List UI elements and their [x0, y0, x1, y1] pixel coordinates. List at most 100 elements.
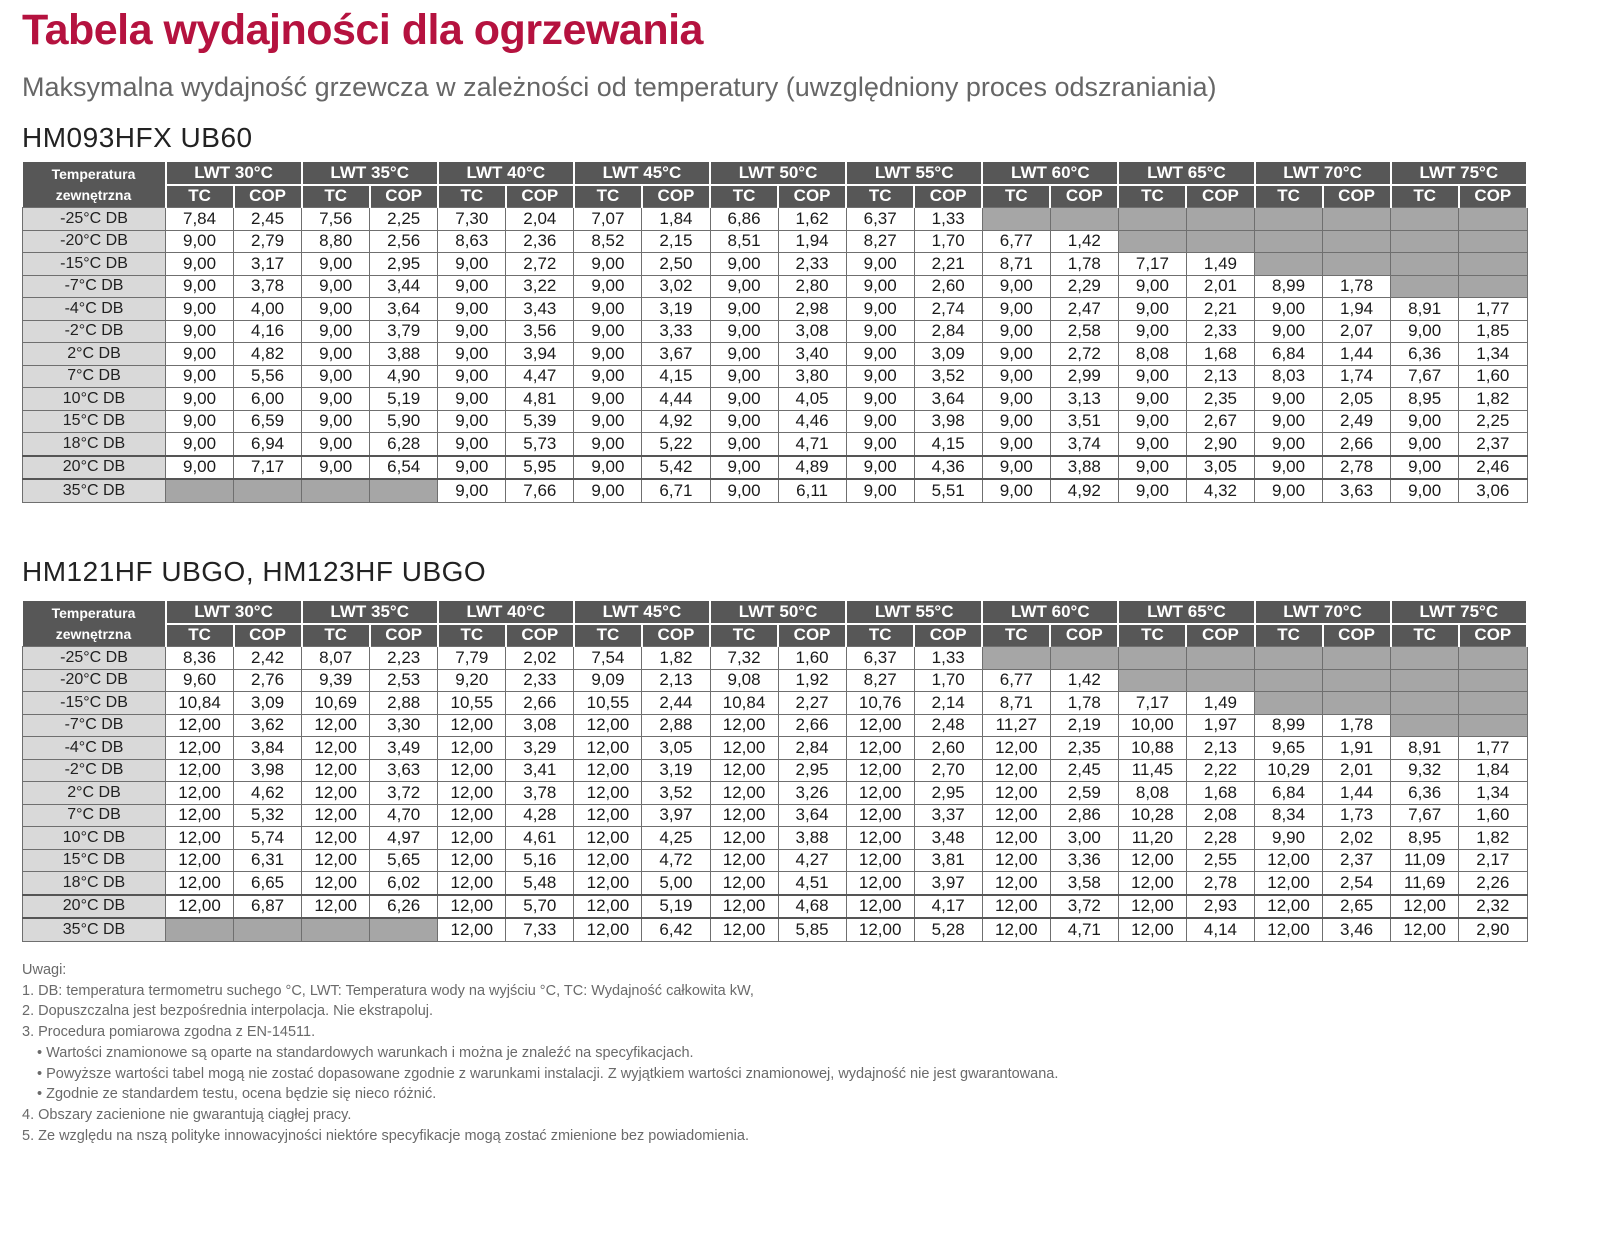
- cell-cop: 3,98: [913, 409, 983, 433]
- cell-tc: 9,00: [573, 409, 643, 433]
- cell-cop: 3,58: [1049, 871, 1119, 895]
- header-outdoor-temp: Temperatura zewnętrzna: [22, 601, 167, 647]
- cell-cop: 2,44: [641, 691, 711, 715]
- header-cop: COP: [1186, 183, 1256, 208]
- cell-unavailable: [1049, 646, 1119, 670]
- cell-cop: 2,99: [1049, 364, 1119, 388]
- cell-tc: 12,00: [573, 758, 643, 782]
- cell-cop: 4,92: [641, 409, 711, 433]
- cell-cop: 3,06: [1458, 478, 1528, 503]
- cell-cop: 2,27: [777, 691, 847, 715]
- cell-tc: 9,00: [1253, 432, 1324, 456]
- cell-unavailable: [1253, 646, 1324, 670]
- cell-cop: 6,26: [369, 893, 439, 919]
- cell-cop: 3,56: [505, 319, 575, 343]
- cell-cop: 4,51: [777, 871, 847, 895]
- cell-tc: 9,00: [437, 319, 507, 343]
- cell-cop: 3,43: [505, 297, 575, 321]
- header-lwt: LWT 75°C: [1390, 601, 1529, 624]
- cell-cop: 3,78: [233, 274, 303, 298]
- cell-tc: 11,20: [1117, 826, 1187, 850]
- cell-cop: 5,73: [505, 432, 575, 456]
- cell-tc: 9,00: [1390, 409, 1460, 433]
- cell-tc: 9,00: [573, 297, 643, 321]
- header-cop: COP: [1050, 183, 1120, 208]
- cell-unavailable: [1390, 713, 1460, 737]
- header-cop: COP: [1322, 183, 1392, 208]
- table-body: -25°C DB 8,36 2,42 8,07 2,23 7,79 2,02 7,54 1,82…: [22, 646, 1528, 942]
- cell-cop: 3,33: [641, 319, 711, 343]
- header-tc: TC: [710, 622, 780, 647]
- cell-cop: 1,44: [1322, 781, 1392, 805]
- cell-cop: 2,50: [641, 252, 711, 276]
- cell-unavailable: [1253, 207, 1324, 231]
- cell-cop: 1,70: [913, 229, 983, 253]
- cell-cop: 2,72: [1049, 342, 1119, 366]
- cell-tc: 12,00: [164, 781, 235, 805]
- cell-tc: 12,00: [981, 871, 1051, 895]
- cell-cop: 2,25: [1458, 409, 1528, 433]
- cell-cop: 2,36: [505, 229, 575, 253]
- cell-unavailable: [1117, 229, 1187, 253]
- cell-tc: 12,00: [709, 736, 779, 760]
- cell-tc: 9,00: [845, 387, 915, 411]
- cell-cop: 3,05: [1185, 454, 1256, 480]
- cell-tc: 9,00: [573, 454, 643, 480]
- cell-cop: 2,35: [1049, 736, 1119, 760]
- cell-tc: 9,65: [1253, 736, 1324, 760]
- cell-tc: 8,71: [981, 252, 1051, 276]
- header-tc: TC: [165, 183, 235, 208]
- cell-cop: 3,08: [505, 713, 575, 737]
- cell-unavailable: [1390, 668, 1460, 692]
- cell-tc: 9,60: [164, 668, 235, 692]
- cell-cop: 3,08: [777, 319, 847, 343]
- cell-unavailable: [1322, 646, 1392, 670]
- cell-tc: 9,00: [981, 478, 1051, 503]
- note-item: • Powyższe wartości tabel mogą nie zosta…: [37, 1065, 1059, 1082]
- cell-unavailable: [1322, 668, 1392, 692]
- note-item: 4. Obszary zacienione nie gwarantują cią…: [22, 1106, 352, 1123]
- cell-tc: 12,00: [709, 826, 779, 850]
- cell-cop: 4,61: [505, 826, 575, 850]
- cell-tc: 12,00: [1253, 871, 1324, 895]
- cell-unavailable: [164, 917, 235, 942]
- cell-cop: 5,51: [913, 478, 983, 503]
- table-row: 15°C DB 9,00 6,59 9,00 5,90 9,00 5,39 9,00 4,92 9…: [22, 409, 1528, 433]
- page-title: Tabela wydajności dla ogrzewania: [22, 6, 703, 54]
- cell-tc: 9,00: [845, 364, 915, 388]
- cell-cop: 2,78: [1185, 871, 1256, 895]
- cell-cop: 2,08: [1185, 803, 1256, 827]
- cell-tc: 12,00: [981, 803, 1051, 827]
- header-tc: TC: [437, 622, 507, 647]
- cell-tc: 10,69: [301, 691, 371, 715]
- cell-cop: 1,49: [1185, 691, 1256, 715]
- cell-unavailable: [1458, 274, 1528, 298]
- table-row: -25°C DB 8,36 2,42 8,07 2,23 7,79 2,02 7,54 1,82…: [22, 646, 1528, 670]
- cell-tc: 9,00: [164, 364, 235, 388]
- row-temperature: 15°C DB: [22, 848, 166, 872]
- cell-tc: 9,39: [301, 668, 371, 692]
- cell-cop: 1,33: [913, 207, 983, 231]
- cell-cop: 3,30: [369, 713, 439, 737]
- cell-tc: 9,00: [1253, 478, 1324, 503]
- cell-cop: 1,73: [1322, 803, 1392, 827]
- cell-cop: 2,49: [1322, 409, 1392, 433]
- header-tc: TC: [982, 622, 1052, 647]
- header-tc: TC: [1390, 622, 1460, 647]
- cell-cop: 3,52: [913, 364, 983, 388]
- cell-cop: 6,00: [233, 387, 303, 411]
- cell-unavailable: [1458, 207, 1528, 231]
- cell-cop: 1,70: [913, 668, 983, 692]
- table-row: -2°C DB 9,00 4,16 9,00 3,79 9,00 3,56 9,00 3,33 9…: [22, 319, 1528, 343]
- cell-tc: 9,00: [845, 319, 915, 343]
- cell-unavailable: [1322, 691, 1392, 715]
- cell-tc: 12,00: [437, 917, 507, 942]
- row-temperature: -20°C DB: [22, 668, 166, 692]
- cell-cop: 2,45: [233, 207, 303, 231]
- note-item: 5. Ze względu na nszą polityke innowacyj…: [22, 1127, 749, 1144]
- cell-tc: 9,00: [437, 478, 507, 503]
- cell-tc: 12,00: [709, 893, 779, 919]
- row-temperature: -4°C DB: [22, 736, 166, 760]
- cell-tc: 9,00: [437, 409, 507, 433]
- cell-unavailable: [1117, 668, 1187, 692]
